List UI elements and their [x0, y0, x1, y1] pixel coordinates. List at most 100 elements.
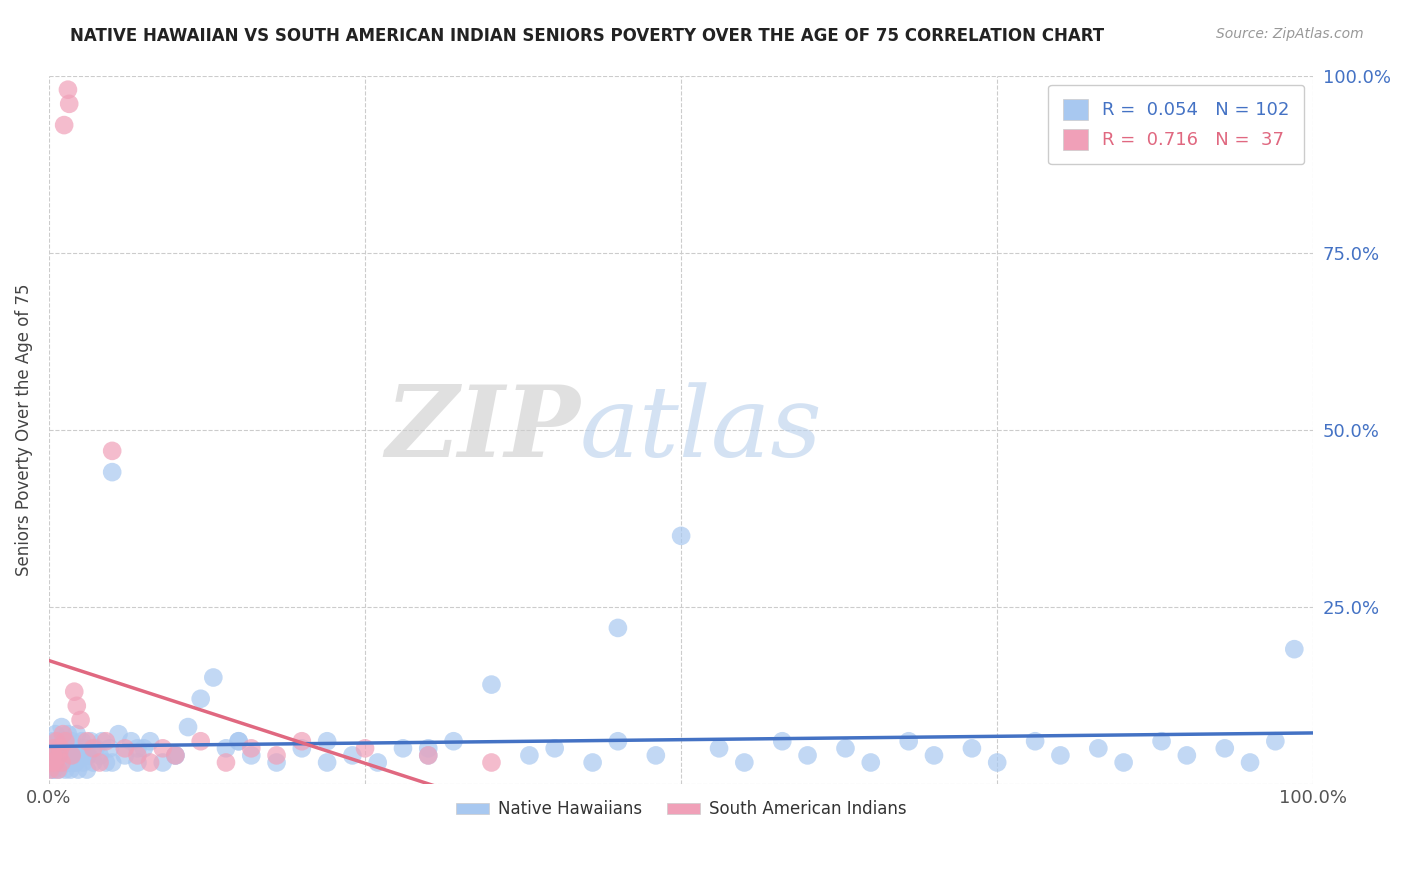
Point: [67, 763, 90, 777]
Point: [114, 748, 136, 763]
Point: [66, 727, 89, 741]
Point: [669, 529, 692, 543]
Point: [202, 671, 225, 685]
Point: [165, 748, 187, 763]
Point: [443, 734, 465, 748]
Point: [98, 741, 121, 756]
Point: [177, 720, 200, 734]
Point: [41, 756, 63, 770]
Point: [89, 748, 111, 763]
Point: [392, 741, 415, 756]
Point: [418, 748, 440, 763]
Point: [291, 741, 314, 756]
Point: [481, 677, 503, 691]
Point: [733, 756, 755, 770]
Point: [834, 741, 856, 756]
Point: [73, 741, 96, 756]
Point: [63, 741, 86, 756]
Point: [45, 756, 67, 770]
Point: [606, 621, 628, 635]
Point: [42, 763, 65, 777]
Point: [127, 741, 149, 756]
Point: [45, 741, 67, 756]
Point: [606, 734, 628, 748]
Point: [581, 756, 603, 770]
Point: [77, 748, 100, 763]
Point: [48, 734, 70, 748]
Point: [52, 756, 75, 770]
Point: [316, 756, 339, 770]
Point: [1239, 756, 1261, 770]
Point: [69, 748, 91, 763]
Point: [44, 727, 66, 741]
Text: atlas: atlas: [581, 382, 823, 477]
Point: [152, 756, 174, 770]
Point: [101, 465, 124, 479]
Point: [107, 727, 129, 741]
Point: [55, 748, 77, 763]
Point: [544, 741, 567, 756]
Point: [897, 734, 920, 748]
Point: [94, 734, 117, 748]
Point: [44, 748, 66, 763]
Point: [1150, 734, 1173, 748]
Point: [190, 691, 212, 706]
Point: [46, 763, 69, 777]
Point: [42, 763, 65, 777]
Point: [66, 698, 89, 713]
Point: [127, 748, 149, 763]
Point: [986, 756, 1008, 770]
Point: [139, 756, 162, 770]
Point: [215, 756, 238, 770]
Point: [56, 756, 79, 770]
Point: [1049, 748, 1071, 763]
Point: [55, 763, 77, 777]
Point: [45, 734, 67, 748]
Point: [127, 756, 149, 770]
Point: [48, 763, 70, 777]
Point: [519, 748, 541, 763]
Point: [859, 756, 882, 770]
Point: [42, 748, 65, 763]
Point: [266, 756, 288, 770]
Point: [114, 741, 136, 756]
Point: [39, 763, 62, 777]
Point: [72, 756, 94, 770]
Y-axis label: Seniors Poverty Over the Age of 75: Seniors Poverty Over the Age of 75: [15, 284, 32, 576]
Point: [76, 734, 98, 748]
Point: [165, 748, 187, 763]
Point: [41, 756, 63, 770]
Point: [228, 734, 250, 748]
Point: [69, 713, 91, 727]
Point: [101, 756, 124, 770]
Point: [51, 741, 73, 756]
Point: [51, 720, 73, 734]
Legend: Native Hawaiians, South American Indians: Native Hawaiians, South American Indians: [450, 794, 912, 825]
Point: [42, 734, 65, 748]
Point: [291, 734, 314, 748]
Point: [165, 748, 187, 763]
Point: [49, 748, 72, 763]
Point: [644, 748, 666, 763]
Point: [58, 96, 80, 111]
Point: [49, 748, 72, 763]
Point: [342, 748, 364, 763]
Point: [58, 741, 80, 756]
Point: [59, 763, 82, 777]
Point: [42, 741, 65, 756]
Point: [82, 756, 104, 770]
Point: [63, 684, 86, 698]
Point: [152, 741, 174, 756]
Point: [53, 118, 76, 132]
Point: [190, 734, 212, 748]
Point: [481, 756, 503, 770]
Point: [796, 748, 818, 763]
Point: [76, 748, 98, 763]
Point: [367, 756, 389, 770]
Point: [89, 756, 111, 770]
Point: [1087, 741, 1109, 756]
Point: [60, 748, 83, 763]
Point: [139, 734, 162, 748]
Point: [101, 443, 124, 458]
Point: [770, 734, 793, 748]
